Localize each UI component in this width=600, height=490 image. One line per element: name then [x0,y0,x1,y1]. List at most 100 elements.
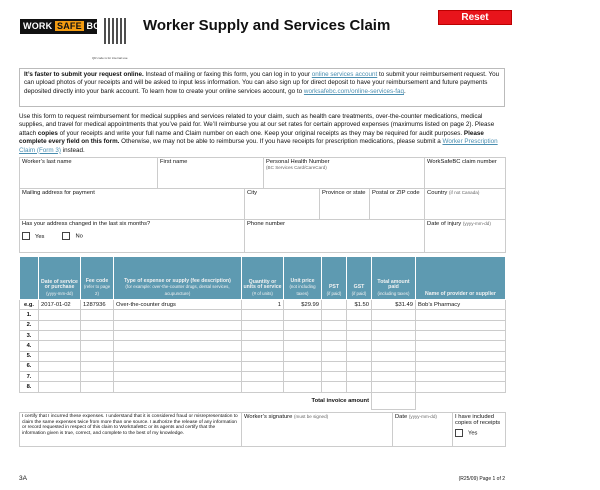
table-cell-input[interactable] [241,350,284,362]
table-cell-input[interactable] [321,319,347,331]
table-cell-input[interactable] [321,371,347,383]
table-cell-input[interactable] [371,381,416,393]
table-cell-input[interactable] [80,350,114,362]
table-cell-input[interactable] [38,309,81,321]
table-cell-input[interactable] [38,350,81,362]
no-checkbox[interactable] [62,232,71,241]
table-cell-input[interactable] [346,340,372,352]
online-services-link[interactable]: online services account [311,71,378,78]
faq-link[interactable]: worksafebc.com/online-services-faq [303,87,405,95]
province-field[interactable]: Province or state [319,188,371,221]
table-cell-input[interactable] [38,381,81,393]
signature-field[interactable]: Worker’s signature (must be signed) [241,411,393,447]
table-cell-input[interactable] [321,381,347,393]
receipts-yes-checkbox[interactable] [455,428,463,437]
table-cell-input[interactable] [415,381,506,393]
row-number: 7. [19,371,39,383]
table-cell-input[interactable] [321,329,347,342]
table-cell-input[interactable] [241,309,284,321]
table-cell-input[interactable] [113,329,242,342]
city-field[interactable]: City [244,188,321,221]
table-cell-input[interactable] [321,309,347,321]
postal-code-field[interactable]: Postal or ZIP code [369,188,426,221]
table-cell-input[interactable] [283,360,322,373]
table-cell-input[interactable] [415,309,506,321]
table-cell-input[interactable] [38,329,81,342]
table-cell-input[interactable] [415,319,506,331]
form-body: It’s faster to submit your request onlin… [18,68,507,490]
table-cell-input[interactable] [113,360,242,373]
table-cell-input[interactable] [371,319,416,331]
last-name-field[interactable]: Worker’s last name [18,157,159,190]
table-cell-input[interactable] [283,309,322,321]
table-cell-input[interactable] [415,350,506,362]
table-cell-input[interactable] [371,360,416,373]
table-cell-input[interactable] [346,360,372,373]
table-cell-input[interactable] [321,350,347,362]
last-name-label: Worker’s last name [22,159,72,166]
table-cell-input[interactable] [38,319,81,331]
table-cell-input[interactable] [38,360,81,373]
table-cell-input[interactable] [113,340,242,352]
total-invoice-field[interactable] [371,391,416,410]
table-cell-input[interactable] [346,381,372,393]
reset-button[interactable]: Reset [438,10,512,25]
table-cell-input[interactable] [415,329,506,342]
date-field[interactable]: Date (yyyy-mm-dd) [392,411,453,447]
table-cell-input[interactable] [371,350,416,362]
first-name-field[interactable]: First name [157,157,265,190]
table-cell-input[interactable] [241,360,284,373]
table-cell-input[interactable] [80,360,114,373]
table-cell-input[interactable] [38,340,81,352]
table-cell-input[interactable] [80,340,114,352]
table-cell-input[interactable] [283,329,322,342]
table-cell-input[interactable] [113,319,242,331]
table-cell-input[interactable] [283,381,322,393]
injury-date-field[interactable]: Date of injury (yyyy-mm-dd) [424,219,507,254]
phn-field[interactable]: Personal Health Number (BC Services Card/… [263,157,426,190]
table-cell-input[interactable] [80,309,114,321]
prescription-claim-link[interactable]: Worker Prescription Claim (Form 3) [19,138,498,154]
table-cell-input[interactable] [283,350,322,362]
table-cell-input[interactable] [415,360,506,373]
phone-field[interactable]: Phone number [244,219,426,254]
table-cell-input[interactable] [80,329,114,342]
table-cell-input[interactable] [113,381,242,393]
table-cell-input[interactable] [241,329,284,342]
table-cell-input[interactable] [346,350,372,362]
table-cell-input[interactable] [80,371,114,383]
header-subtitle: (not including taxes) [289,284,316,297]
table-cell-input[interactable] [283,319,322,331]
country-field[interactable]: Country (if not Canada) [424,188,507,221]
table-cell-input[interactable] [38,371,81,383]
table-cell-input[interactable] [241,319,284,331]
table-cell-input[interactable] [283,340,322,352]
example-fee: 1287936 [80,299,114,311]
table-cell-input[interactable] [80,381,114,393]
table-cell-input[interactable] [346,309,372,321]
claim-number-field[interactable]: WorkSafeBC claim number [424,157,507,190]
table-cell-input[interactable] [346,371,372,383]
header-title: Name of provider or supplier [425,291,496,298]
table-cell-input[interactable] [283,371,322,383]
table-cell-input[interactable] [113,350,242,362]
table-cell-input[interactable] [415,340,506,352]
table-cell-input[interactable] [371,309,416,321]
table-cell-input[interactable] [241,381,284,393]
table-cell-input[interactable] [321,340,347,352]
table-cell-input[interactable] [371,329,416,342]
table-cell-input[interactable] [346,319,372,331]
table-cell-input[interactable] [113,309,242,321]
table-cell-input[interactable] [241,340,284,352]
table-cell-input[interactable] [346,329,372,342]
table-cell-input[interactable] [371,371,416,383]
mailing-address-field[interactable]: Mailing address for payment [18,188,246,221]
table-cell-input[interactable] [415,371,506,383]
table-cell-input[interactable] [241,371,284,383]
table-cell-input[interactable] [113,371,242,383]
table-cell-input[interactable] [321,360,347,373]
table-cell-input[interactable] [80,319,114,331]
yes-checkbox[interactable] [22,232,30,241]
worksafebc-logo: WORK SAFE BC [20,19,97,34]
table-cell-input[interactable] [371,340,416,352]
